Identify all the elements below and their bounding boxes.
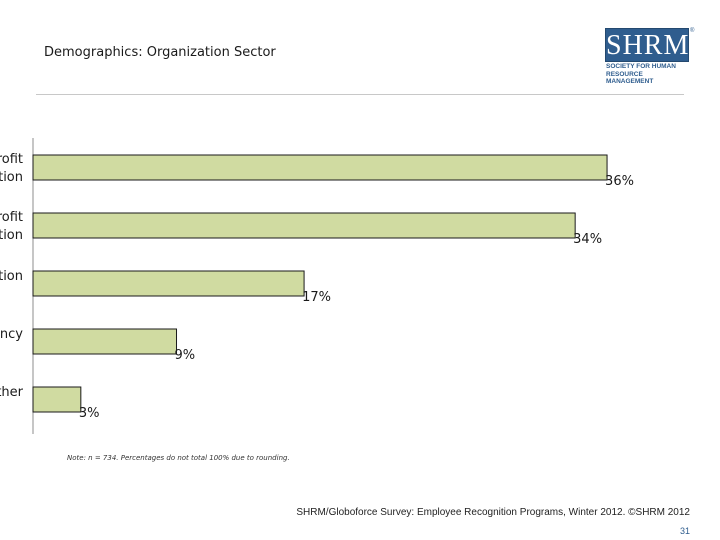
logo-tagline: SOCIETY FOR HUMAN RESOURCE MANAGEMENT [606, 63, 690, 86]
category-label: ther [0, 385, 24, 400]
data-label: 17% [302, 290, 331, 305]
chart-note: Note: n = 734. Percentages do not total … [67, 454, 290, 462]
bar [32, 386, 82, 413]
data-label: 34% [573, 232, 602, 247]
logo-tagline-line1: SOCIETY FOR HUMAN [606, 63, 676, 70]
shrm-logo: SHRM ® SOCIETY FOR HUMAN RESOURCE MANAGE… [605, 28, 694, 108]
bar [32, 212, 576, 239]
data-label: 3% [79, 406, 100, 421]
page-number: 31 [679, 526, 690, 536]
logo-wordmark: SHRM [605, 28, 690, 62]
logo-registered-mark: ® [690, 28, 695, 34]
data-label: 9% [175, 348, 196, 363]
source-citation: SHRM/Globoforce Survey: Employee Recogni… [296, 507, 690, 518]
title-divider [36, 94, 684, 95]
bar [32, 270, 305, 297]
bar [32, 154, 608, 181]
data-label: 36% [605, 174, 634, 189]
slide-title: Demographics: Organization Sector [44, 45, 276, 60]
category-label: rofittion [0, 152, 23, 185]
bar [32, 328, 178, 355]
category-label: ncy [0, 327, 23, 342]
logo-tagline-line2: RESOURCE MANAGEMENT [606, 70, 654, 86]
category-label: rofittion [0, 210, 23, 243]
category-label: tion [0, 269, 23, 284]
